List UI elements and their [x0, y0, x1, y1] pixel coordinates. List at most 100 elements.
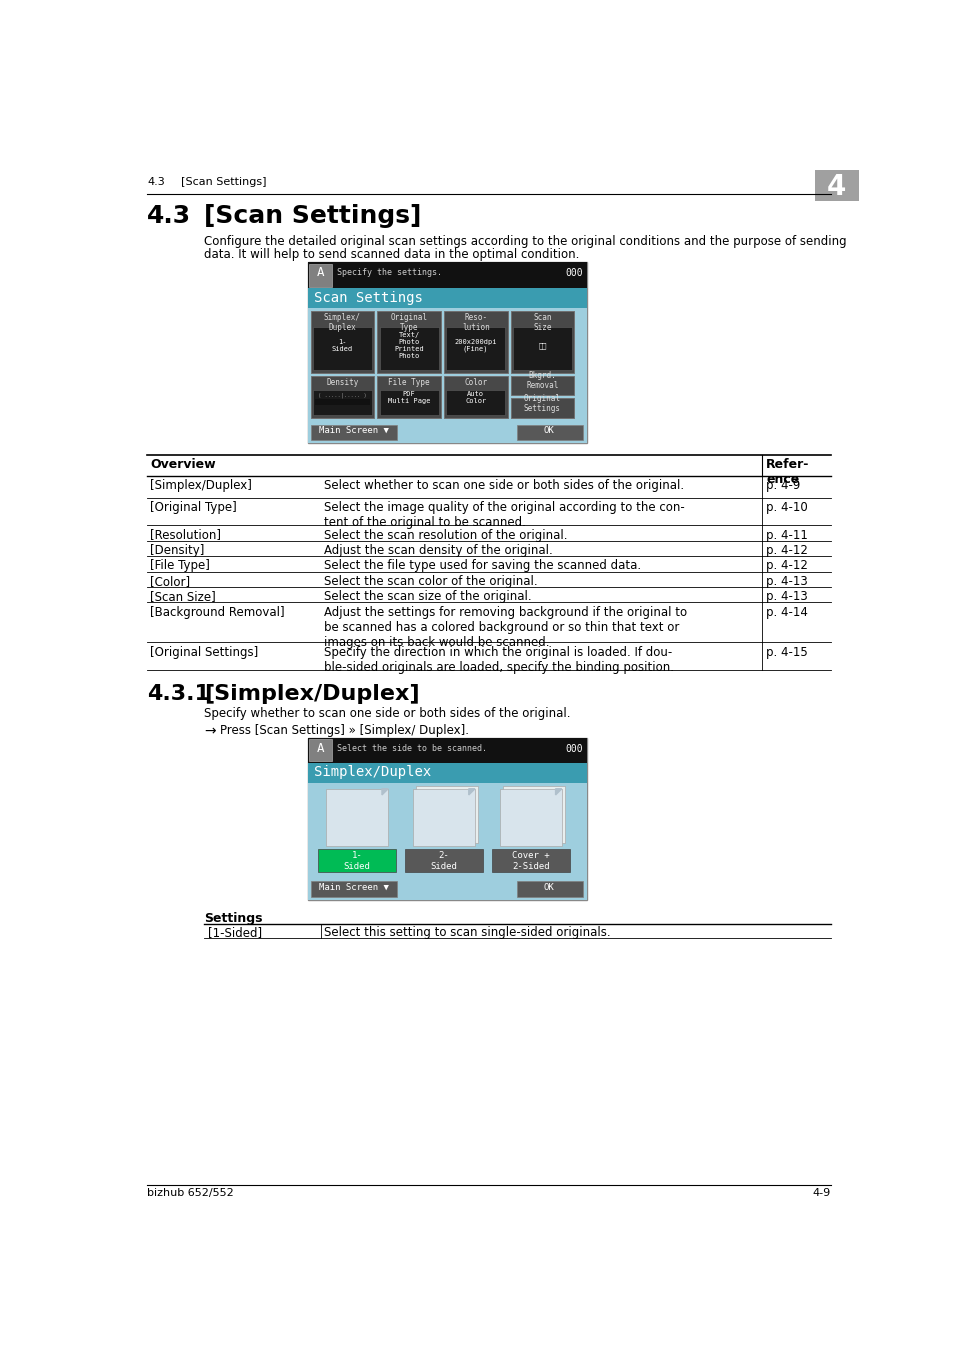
- Text: 1-
Sided: 1- Sided: [332, 339, 353, 352]
- Bar: [307, 421, 586, 443]
- Text: [Original Settings]: [Original Settings]: [150, 645, 258, 659]
- Bar: [307, 262, 586, 443]
- Text: p. 4-11: p. 4-11: [765, 528, 807, 541]
- Bar: [513, 327, 571, 370]
- Text: p. 4-10: p. 4-10: [765, 501, 807, 514]
- Text: Scan
Size: Scan Size: [533, 313, 551, 332]
- Bar: [311, 312, 374, 373]
- Text: [Simplex/Duplex]: [Simplex/Duplex]: [204, 684, 419, 705]
- Text: Cover +
2-Sided: Cover + 2-Sided: [512, 850, 549, 871]
- Bar: [307, 738, 586, 763]
- Text: [Simplex/Duplex]: [Simplex/Duplex]: [150, 479, 252, 493]
- Text: OK: OK: [543, 427, 554, 435]
- Polygon shape: [555, 788, 561, 795]
- Text: Adjust the settings for removing background if the original to
be scanned has a : Adjust the settings for removing backgro…: [323, 606, 686, 648]
- Text: [Background Removal]: [Background Removal]: [150, 606, 285, 618]
- Polygon shape: [381, 788, 388, 795]
- Text: Main Screen ▼: Main Screen ▼: [319, 427, 389, 435]
- Text: A: A: [316, 266, 324, 279]
- Text: p. 4-9: p. 4-9: [765, 479, 800, 493]
- Text: 000: 000: [564, 744, 582, 755]
- Bar: [413, 788, 475, 845]
- Text: Original
Type: Original Type: [390, 313, 427, 332]
- Text: 000: 000: [564, 269, 582, 278]
- Text: Select the scan color of the original.: Select the scan color of the original.: [323, 575, 537, 587]
- Bar: [307, 289, 586, 308]
- Bar: [318, 849, 395, 872]
- Text: Select the file type used for saving the scanned data.: Select the file type used for saving the…: [323, 559, 640, 572]
- Text: 4.3: 4.3: [147, 177, 165, 188]
- Text: [Density]: [Density]: [150, 544, 204, 558]
- Text: 4: 4: [826, 173, 845, 201]
- Bar: [517, 882, 582, 896]
- Bar: [307, 783, 586, 878]
- Text: Color: Color: [464, 378, 487, 386]
- Text: Overview: Overview: [150, 458, 215, 471]
- Bar: [314, 400, 370, 405]
- Text: Reso-
lution: Reso- lution: [461, 313, 489, 332]
- Bar: [309, 740, 332, 761]
- Bar: [446, 390, 505, 416]
- Bar: [311, 882, 396, 896]
- Bar: [405, 849, 482, 872]
- Text: [Scan Settings]: [Scan Settings]: [181, 177, 267, 188]
- Bar: [416, 786, 477, 842]
- Bar: [377, 377, 440, 418]
- Text: 4.3.1: 4.3.1: [147, 684, 210, 705]
- Text: PDF
Multi Page: PDF Multi Page: [388, 392, 430, 404]
- Bar: [309, 263, 332, 286]
- Text: [Resolution]: [Resolution]: [150, 528, 221, 541]
- Bar: [307, 738, 586, 899]
- Bar: [326, 788, 388, 845]
- Text: File Type: File Type: [388, 378, 430, 386]
- Bar: [313, 390, 372, 416]
- Bar: [307, 308, 586, 421]
- Text: Select whether to scan one side or both sides of the original.: Select whether to scan one side or both …: [323, 479, 683, 493]
- Text: 2-
Sided: 2- Sided: [430, 850, 456, 871]
- Text: p. 4-15: p. 4-15: [765, 645, 807, 659]
- Text: Specify the settings.: Specify the settings.: [336, 269, 441, 277]
- Text: Select the scan resolution of the original.: Select the scan resolution of the origin…: [323, 528, 567, 541]
- Text: 200x200dpi
(Fine): 200x200dpi (Fine): [454, 339, 497, 352]
- Bar: [307, 262, 586, 289]
- Text: [Scan Settings]: [Scan Settings]: [204, 204, 421, 228]
- Text: →: →: [204, 724, 216, 738]
- Bar: [517, 424, 582, 440]
- Text: data. It will help to send scanned data in the optimal condition.: data. It will help to send scanned data …: [204, 248, 579, 262]
- Bar: [510, 398, 574, 418]
- Text: p. 4-13: p. 4-13: [765, 590, 807, 603]
- Bar: [377, 312, 440, 373]
- Bar: [510, 312, 574, 373]
- Text: Specify the direction in which the original is loaded. If dou-
ble-sided origina: Specify the direction in which the origi…: [323, 645, 673, 674]
- Text: [1-Sided]: [1-Sided]: [208, 926, 261, 938]
- Bar: [492, 849, 569, 872]
- Text: Text/
Photo
Printed
Photo: Text/ Photo Printed Photo: [394, 332, 423, 359]
- Bar: [379, 390, 438, 416]
- Bar: [307, 763, 586, 783]
- Text: Press [Scan Settings] » [Simplex/ Duplex].: Press [Scan Settings] » [Simplex/ Duplex…: [220, 724, 469, 737]
- Text: A: A: [316, 741, 324, 755]
- Text: Select this setting to scan single-sided originals.: Select this setting to scan single-sided…: [323, 926, 610, 938]
- Text: p. 4-13: p. 4-13: [765, 575, 807, 587]
- Bar: [379, 327, 438, 370]
- Text: p. 4-12: p. 4-12: [765, 544, 807, 558]
- Text: 4-9: 4-9: [812, 1188, 830, 1197]
- Text: Settings: Settings: [204, 913, 263, 925]
- Bar: [313, 327, 372, 370]
- Text: Configure the detailed original scan settings according to the original conditio: Configure the detailed original scan set…: [204, 235, 846, 248]
- Bar: [311, 424, 396, 440]
- Text: 1-
Sided: 1- Sided: [343, 850, 370, 871]
- Bar: [443, 312, 507, 373]
- Text: Main Screen ▼: Main Screen ▼: [319, 883, 389, 892]
- Text: Refer-
ence: Refer- ence: [765, 458, 809, 486]
- Text: p. 4-14: p. 4-14: [765, 606, 807, 618]
- Bar: [510, 377, 574, 396]
- Polygon shape: [468, 788, 475, 795]
- Text: [Original Type]: [Original Type]: [150, 501, 236, 514]
- Text: Auto
Color: Auto Color: [465, 392, 486, 404]
- Text: p. 4-12: p. 4-12: [765, 559, 807, 572]
- Text: [File Type]: [File Type]: [150, 559, 210, 572]
- Text: bizhub 652/552: bizhub 652/552: [147, 1188, 233, 1197]
- Bar: [443, 377, 507, 418]
- Bar: [446, 327, 505, 370]
